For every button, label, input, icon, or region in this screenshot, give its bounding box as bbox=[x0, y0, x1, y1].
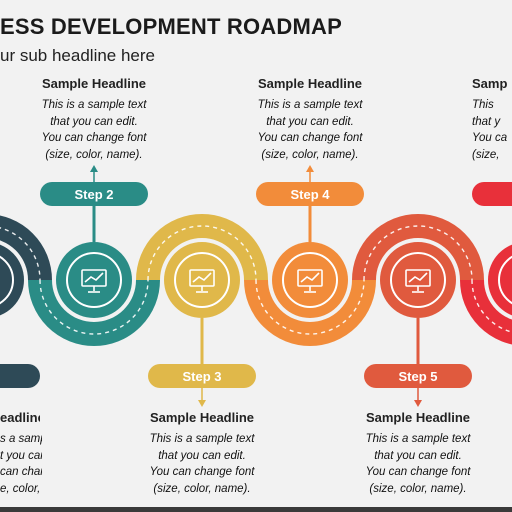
step2-description: This is a sample text that you can edit.… bbox=[14, 97, 174, 163]
monitor-gear-icon bbox=[297, 269, 323, 293]
icon-trend bbox=[408, 272, 428, 283]
step3-line: (size, color, name). bbox=[153, 482, 251, 495]
page-subtitle: ur sub headline here bbox=[0, 46, 156, 65]
step6-headline: Samp bbox=[472, 76, 508, 91]
step5-line: (size, color, name). bbox=[369, 482, 467, 495]
step4-arrow-head bbox=[306, 165, 314, 172]
track-dash-step4 bbox=[255, 279, 365, 335]
step5-circle-ring bbox=[390, 252, 446, 308]
step6-line: that y bbox=[472, 115, 501, 128]
gear-growth-icon bbox=[405, 269, 431, 293]
track-dash-step1 bbox=[0, 227, 41, 281]
step2-label: Step 2 bbox=[74, 187, 113, 202]
step2-headline: Sample Headline bbox=[41, 76, 147, 91]
step2-line: that you can edit. bbox=[50, 115, 138, 128]
step1-pill bbox=[0, 364, 40, 388]
step3-line: that you can edit. bbox=[158, 449, 246, 462]
track-dash-step5 bbox=[363, 225, 473, 281]
step4-circle-ring bbox=[282, 252, 338, 308]
step5-headline: Sample Headline bbox=[365, 410, 471, 425]
step4-line: This is a sample text bbox=[257, 99, 363, 111]
step1-headline: eadline bbox=[0, 410, 40, 425]
step2-circle-ring bbox=[66, 252, 122, 308]
step4-headline: Sample Headline bbox=[257, 76, 363, 91]
step3-description: This is a sample text that you can edit.… bbox=[122, 431, 282, 497]
step5-description: This is a sample text that you can edit.… bbox=[338, 431, 498, 497]
step3-circle-ring bbox=[174, 252, 230, 308]
track-dash-step2 bbox=[39, 279, 149, 335]
step4-line: (size, color, name). bbox=[261, 148, 359, 161]
page-title: ESS DEVELOPMENT ROADMAP bbox=[0, 14, 342, 39]
growth-chart-icon bbox=[81, 269, 107, 293]
step5-line: This is a sample text bbox=[365, 433, 471, 445]
step3-line: This is a sample text bbox=[149, 433, 255, 445]
step5-pill bbox=[364, 364, 472, 388]
icon-trend bbox=[300, 272, 320, 283]
step3-label: Step 3 bbox=[182, 369, 221, 384]
step3-pill bbox=[148, 364, 256, 388]
track-dash-step3 bbox=[147, 225, 257, 281]
step2-line: This is a sample text bbox=[41, 99, 147, 111]
step1-line: e, color, name). bbox=[0, 482, 42, 495]
footer-bar bbox=[0, 507, 512, 512]
step2-arrow-head bbox=[90, 165, 98, 172]
step6-line: You ca bbox=[472, 132, 508, 144]
step3-headline: Sample Headline bbox=[149, 410, 255, 425]
step5-line: You can change font bbox=[365, 466, 471, 478]
step6-line: (size, bbox=[472, 148, 500, 161]
monitor-checklist-icon bbox=[189, 269, 215, 293]
step4-description: This is a sample text that you can edit.… bbox=[230, 97, 390, 163]
step6-description: This that y You ca (size, bbox=[472, 97, 512, 163]
step4-line: that you can edit. bbox=[266, 115, 354, 128]
step1-line: can change font bbox=[0, 466, 42, 478]
step3-arrow-head bbox=[198, 400, 206, 407]
step6-pill bbox=[472, 182, 512, 206]
step6-line: This bbox=[472, 99, 494, 111]
step1-line: s a sample text bbox=[0, 433, 42, 445]
step5-line: that you can edit. bbox=[374, 449, 462, 462]
step4-label: Step 4 bbox=[290, 187, 330, 202]
step3-line: You can change font bbox=[149, 466, 255, 478]
icon-trend bbox=[84, 272, 104, 283]
step6-circle-ring bbox=[498, 255, 512, 305]
step2-line: You can change font bbox=[41, 132, 147, 144]
icon-trend bbox=[192, 272, 212, 283]
step1-line: t you can edit. bbox=[0, 449, 42, 462]
step5-label: Step 5 bbox=[398, 369, 437, 384]
step4-line: You can change font bbox=[257, 132, 363, 144]
step4-pill bbox=[256, 182, 364, 206]
track-dash-step6 bbox=[471, 279, 512, 333]
step1-circle-ring bbox=[0, 255, 14, 305]
step5-arrow-head bbox=[414, 400, 422, 407]
step2-line: (size, color, name). bbox=[45, 148, 143, 161]
step2-pill bbox=[40, 182, 148, 206]
step1-description: s a sample text t you can edit. can chan… bbox=[0, 431, 42, 497]
